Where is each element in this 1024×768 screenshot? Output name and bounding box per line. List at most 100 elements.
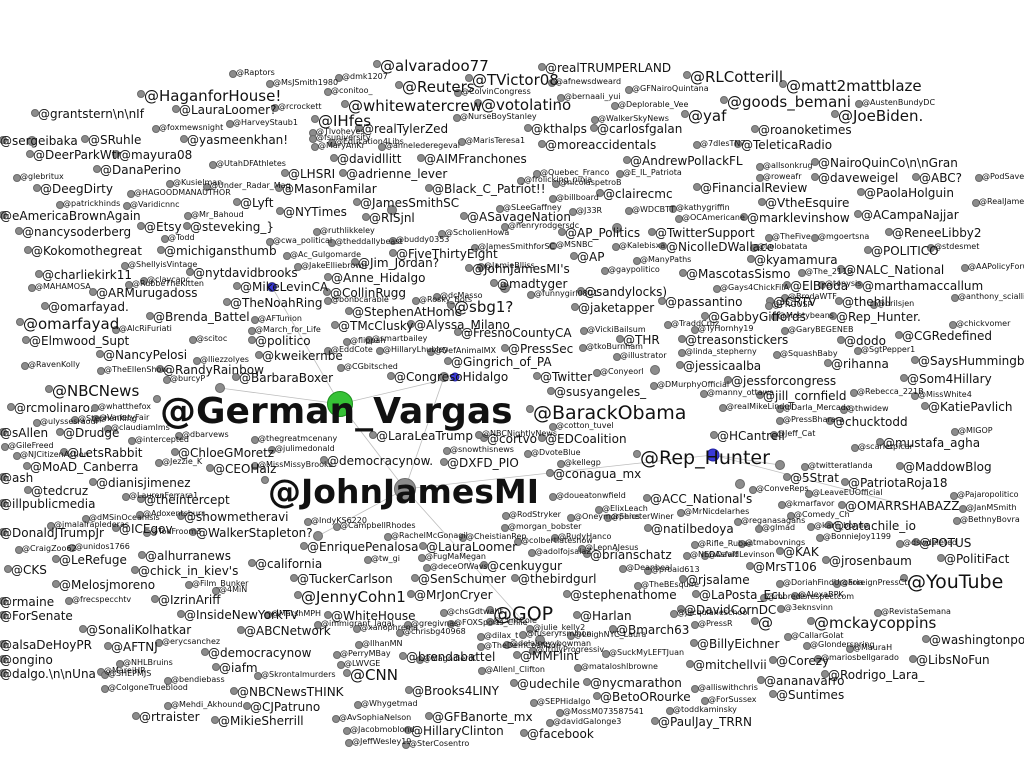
- node-label: @MaryAnKr: [318, 141, 365, 150]
- graph-node: [140, 277, 148, 285]
- graph-node: [648, 228, 656, 236]
- graph-node: [294, 591, 302, 599]
- graph-node: [811, 234, 819, 242]
- graph-node: [266, 238, 274, 246]
- node-label: @ForSenate: [0, 609, 73, 623]
- node-label: @gregivnas: [411, 619, 459, 628]
- graph-node: [206, 464, 214, 472]
- node-label: @AustenBundyDC: [862, 98, 936, 107]
- node-label: @linda_stepherny: [685, 347, 757, 356]
- graph-node: [841, 478, 849, 486]
- node-label: @DeegDirty: [40, 182, 113, 196]
- node-label: @Som4Hillary: [907, 372, 992, 386]
- graph-node: [756, 174, 764, 182]
- node-label: @Black_C_Patriot!!: [432, 182, 546, 196]
- node-label: @ruthlikkeley: [320, 226, 375, 235]
- graph-node: [613, 353, 621, 361]
- graph-node: [407, 590, 415, 598]
- node-label: @claycanc: [147, 275, 191, 284]
- node-label: @DvoteBlue: [531, 448, 581, 457]
- node-label: @RodStryker: [509, 510, 561, 519]
- node-label: @mustafa_agha: [883, 436, 981, 450]
- graph-node: [137, 495, 145, 503]
- node-label: @CollinRugg: [330, 286, 406, 300]
- graph-node: [502, 512, 510, 520]
- graph-node: [701, 312, 709, 320]
- graph-node: [770, 431, 778, 439]
- graph-node: [758, 198, 766, 206]
- graph-node: [681, 110, 689, 118]
- graph-node: [172, 105, 180, 113]
- node-label: @Jacobmoblond: [350, 725, 415, 734]
- node-label: @dodo: [844, 334, 886, 348]
- node-label: @UtahDFAthletes: [216, 159, 286, 168]
- node-label: @erycsanchez: [162, 637, 221, 646]
- node-label: @kmarfavor: [785, 499, 835, 508]
- graph-node: [365, 336, 373, 344]
- node-label: @stephenathome: [570, 588, 677, 602]
- node-label: @udechile: [517, 677, 580, 691]
- graph-node: [91, 404, 99, 412]
- node-label: @MarshMPH: [271, 609, 322, 618]
- graph-node: [251, 436, 259, 444]
- node-label: @ClintCole: [493, 616, 537, 625]
- node-label: @7dlesTN7: [700, 139, 746, 148]
- node-label: @alsaDeHoyPR: [0, 638, 92, 652]
- graph-node: [68, 544, 76, 552]
- node-label: @PaolaHolguin: [864, 186, 954, 200]
- node-label: @scitoc: [196, 334, 228, 343]
- node-label: @ForSussex: [708, 695, 757, 704]
- graph-node: [93, 165, 101, 173]
- node-label: @colbertlateshow: [521, 536, 593, 545]
- graph-node: [24, 486, 32, 494]
- node-label: @SuckMyLEFTJuan: [609, 648, 685, 657]
- node-label: @BarbaraBoxer: [239, 371, 334, 385]
- node-label: @BarackObama: [533, 402, 687, 424]
- node-label: @moreaccidentals: [545, 138, 657, 152]
- graph-node: [651, 717, 659, 725]
- graph-node: [664, 321, 672, 329]
- node-label: @lliezzolyes: [200, 355, 249, 364]
- node-label: @frolicking_ninja: [524, 175, 593, 184]
- node-label: @SLeeGaffney: [503, 203, 562, 212]
- node-label: @adolfojsalaZ: [535, 547, 592, 556]
- graph-node: [290, 574, 298, 582]
- graph-node: [787, 512, 795, 520]
- graph-node: [127, 190, 135, 198]
- graph-node: [146, 312, 154, 320]
- graph-node: [137, 90, 145, 98]
- node-label: @steveking_}: [190, 220, 274, 234]
- node-label: @alvaradoo77: [380, 57, 489, 75]
- node-label: @Rep_Hunter: [640, 447, 770, 469]
- node-label: @LHSRI: [288, 167, 336, 181]
- node-label: @Education4Libs: [335, 137, 404, 146]
- node-label: @LibsNoFun: [916, 653, 990, 667]
- graph-node: [417, 154, 425, 162]
- node-label: @tonysis: [825, 279, 862, 288]
- node-label: @RISjnl: [369, 211, 415, 225]
- node-label: @dbarvews: [182, 430, 229, 439]
- node-label: @flippah: [350, 336, 386, 345]
- node-label: @JanMSmith: [966, 503, 1017, 512]
- node-label: @FiveThirtyEight: [396, 247, 498, 261]
- graph-node: [950, 492, 958, 500]
- graph-node: [283, 252, 291, 260]
- node-label: @NurseBoyStanley: [460, 112, 537, 121]
- node-label: @marthamaccallum: [862, 279, 984, 293]
- node-label: @julimedonald: [275, 444, 335, 453]
- node-label: @Jezzie_K: [162, 457, 203, 466]
- node-label: @toddkaminsky: [673, 705, 737, 714]
- node-label: @LauraLoomer?: [179, 103, 277, 117]
- graph-node: [152, 125, 160, 133]
- graph-node: [180, 135, 188, 143]
- graph-node: [92, 415, 100, 423]
- node-label: @theddallybeast: [335, 237, 403, 246]
- graph-node: [557, 460, 565, 468]
- node-label: @foxmewsnight: [159, 123, 224, 132]
- graph-node: [633, 257, 641, 265]
- node-label: @tw_gi: [371, 554, 400, 563]
- graph-node: [28, 284, 36, 292]
- graph-node: [211, 716, 219, 724]
- node-label: @TheBEsquire: [641, 580, 699, 589]
- node-label: @IzrinAriff: [158, 593, 221, 607]
